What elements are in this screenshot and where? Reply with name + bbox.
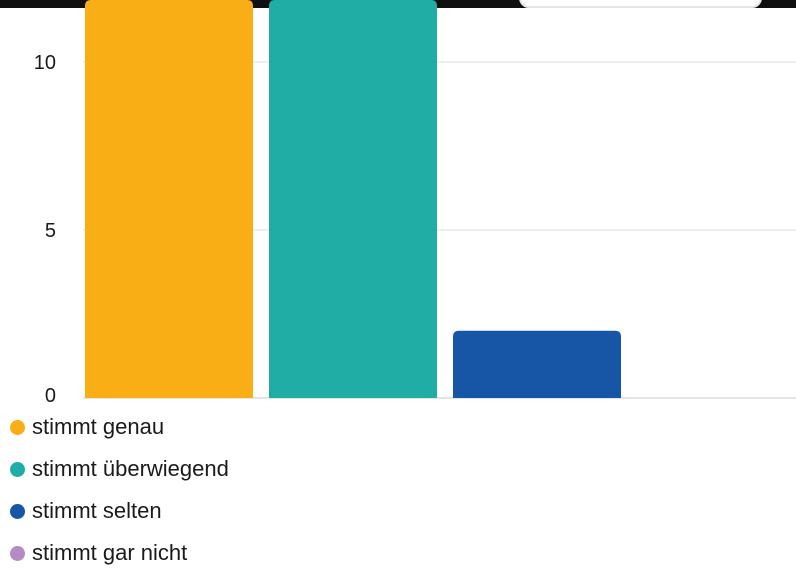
legend: stimmt genau stimmt überwiegend stimmt s…: [10, 413, 229, 581]
legend-dot-icon: [10, 419, 25, 435]
y-tick-label: 10: [34, 52, 56, 74]
y-axis-ticks: 0 5 10: [34, 52, 56, 407]
legend-item-stimmt-selten[interactable]: stimmt selten: [10, 497, 229, 525]
legend-item-stimmt-gar-nicht[interactable]: stimmt gar nicht: [10, 539, 229, 567]
legend-dot-icon: [10, 503, 25, 519]
bar-3[interactable]: [453, 330, 621, 398]
bar-2[interactable]: [269, 0, 437, 398]
bars: [85, 0, 621, 398]
legend-dot-icon: [10, 545, 25, 561]
legend-item-stimmt-ueberwiegend[interactable]: stimmt überwiegend: [10, 455, 229, 483]
legend-label: stimmt überwiegend: [32, 456, 229, 481]
legend-label: stimmt gar nicht: [32, 540, 188, 565]
y-tick-label: 5: [45, 220, 56, 242]
legend-label: stimmt genau: [32, 414, 165, 439]
legend-dot-icon: [10, 461, 25, 477]
bar-chart: 0 5 10: [34, 0, 796, 407]
bar-1[interactable]: [85, 0, 253, 398]
y-tick-label: 0: [45, 385, 56, 407]
legend-item-stimmt-genau[interactable]: stimmt genau: [10, 413, 229, 441]
legend-label: stimmt selten: [32, 498, 162, 523]
